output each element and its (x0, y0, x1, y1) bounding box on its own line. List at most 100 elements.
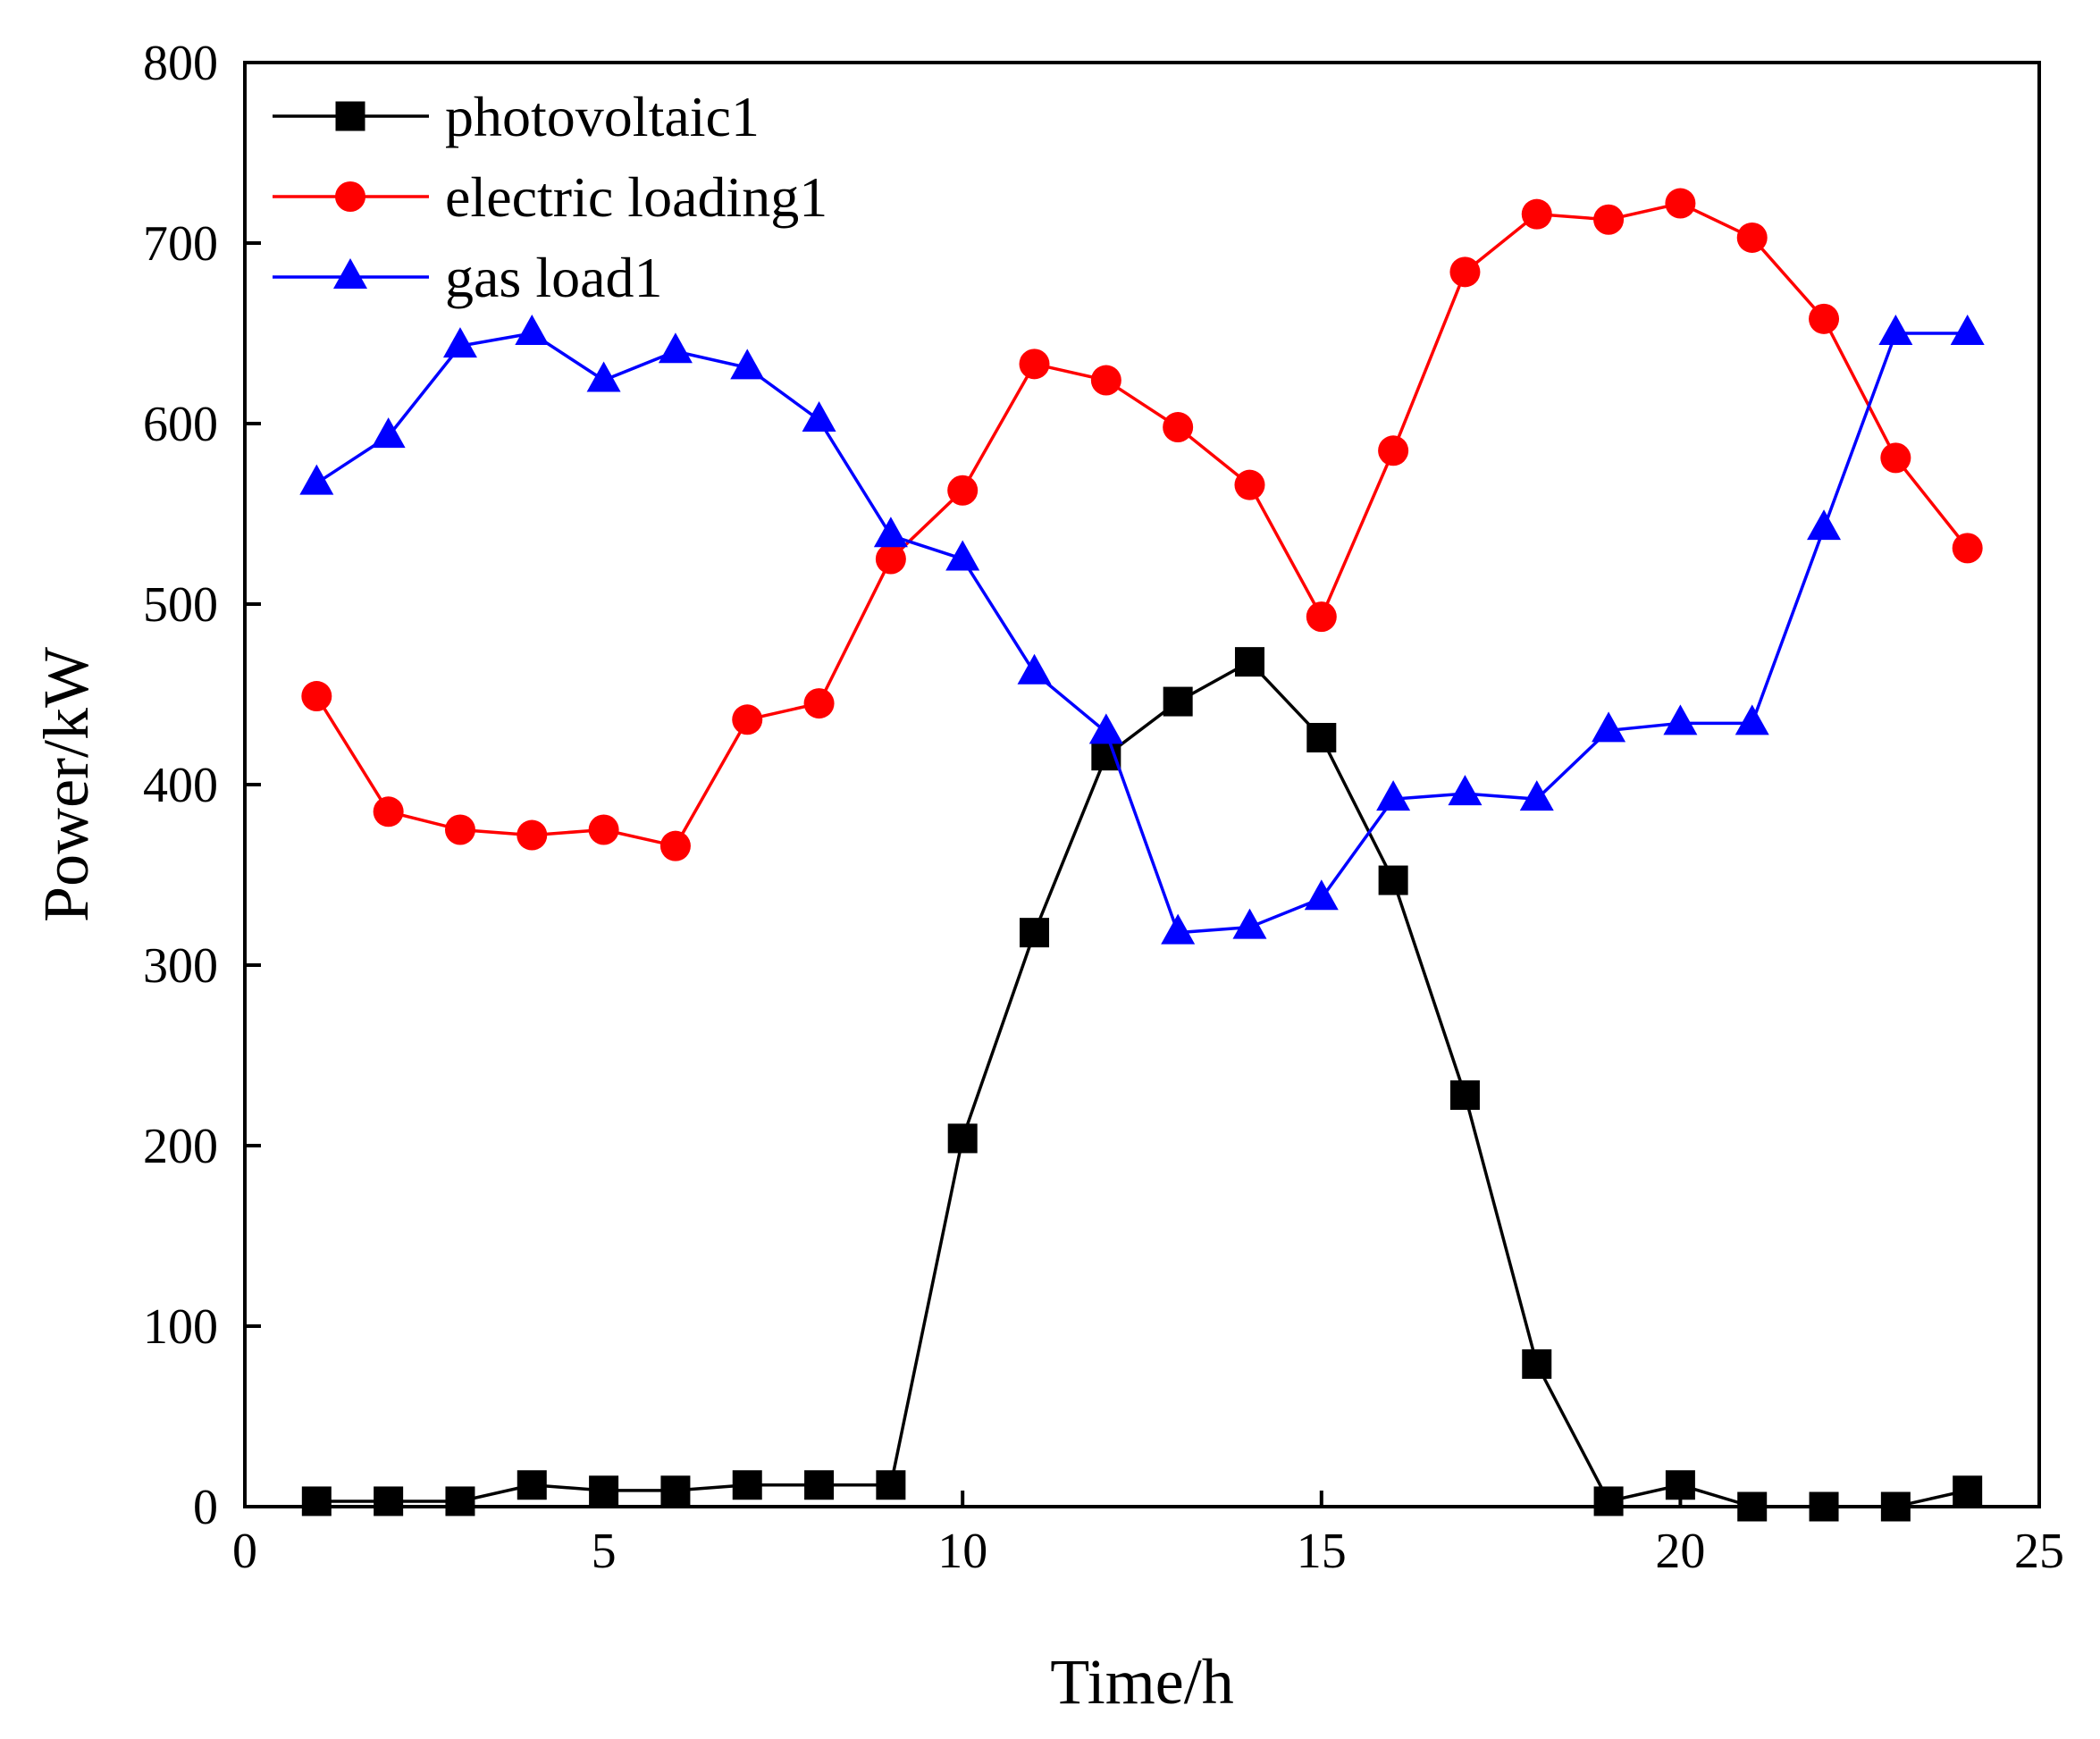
series-gas-load1 (299, 315, 1985, 945)
x-tick-label: 5 (592, 1524, 617, 1579)
data-point-photovoltaic1 (1522, 1348, 1552, 1379)
y-tick-label: 500 (143, 577, 218, 633)
data-point-photovoltaic1 (1378, 865, 1408, 895)
data-point-photovoltaic1 (804, 1470, 835, 1500)
data-point-electric-loading1 (659, 830, 691, 861)
y-tick-label: 600 (143, 397, 218, 452)
x-tick-label: 20 (1655, 1524, 1705, 1579)
x-axis-title: Time/h (1050, 1646, 1233, 1718)
x-tick-label: 0 (232, 1524, 257, 1579)
data-point-photovoltaic1 (1234, 647, 1264, 677)
x-tick-label: 10 (937, 1524, 987, 1579)
data-point-electric-loading1 (1736, 222, 1768, 253)
legend-label: photovoltaic1 (445, 85, 760, 148)
legend: photovoltaic1 electric loading1 gas load1 (273, 85, 827, 309)
y-tick-label: 800 (143, 36, 218, 91)
data-point-gas-load1 (1950, 315, 1985, 345)
data-point-electric-loading1 (588, 814, 619, 845)
y-axis-title: Power/kW (30, 647, 102, 922)
series-line-photovoltaic1 (316, 659, 1969, 1508)
legend-label: electric loading1 (445, 165, 827, 229)
data-point-electric-loading1 (875, 543, 906, 575)
legend-marker (335, 181, 365, 212)
data-point-photovoltaic1 (517, 1470, 547, 1500)
data-point-photovoltaic1 (1306, 722, 1337, 752)
series-line-gas-load1 (315, 332, 1968, 935)
data-point-gas-load1 (1592, 711, 1626, 743)
data-point-photovoltaic1 (1665, 1470, 1695, 1500)
data-point-electric-loading1 (1306, 601, 1337, 633)
data-point-gas-load1 (1161, 913, 1196, 945)
data-point-electric-loading1 (1378, 435, 1409, 466)
data-point-electric-loading1 (947, 475, 979, 506)
data-point-photovoltaic1 (732, 1470, 762, 1500)
data-point-gas-load1 (945, 540, 980, 571)
x-tick-label: 25 (2014, 1524, 2064, 1579)
data-point-gas-load1 (1448, 775, 1483, 806)
y-tick-label: 200 (143, 1119, 218, 1174)
data-point-electric-loading1 (1665, 188, 1696, 219)
data-point-gas-load1 (299, 464, 334, 495)
data-point-electric-loading1 (1019, 349, 1050, 380)
data-point-gas-load1 (1304, 879, 1339, 911)
data-point-electric-loading1 (444, 814, 475, 845)
data-point-photovoltaic1 (876, 1470, 906, 1500)
data-point-gas-load1 (1519, 780, 1554, 811)
data-point-gas-load1 (730, 349, 765, 380)
data-point-photovoltaic1 (947, 1123, 978, 1154)
data-point-gas-load1 (586, 361, 621, 392)
data-point-photovoltaic1 (445, 1486, 475, 1516)
data-point-gas-load1 (1088, 713, 1123, 744)
data-point-gas-load1 (802, 400, 836, 432)
data-point-electric-loading1 (373, 796, 404, 827)
legend-marker (333, 258, 367, 289)
x-tick-label: 15 (1297, 1524, 1347, 1579)
data-point-electric-loading1 (1809, 303, 1840, 334)
data-point-electric-loading1 (1090, 365, 1121, 396)
data-point-gas-load1 (873, 517, 908, 548)
legend-marker (335, 101, 365, 131)
data-point-electric-loading1 (1593, 204, 1625, 235)
data-point-photovoltaic1 (1737, 1491, 1768, 1522)
data-point-electric-loading1 (517, 819, 548, 851)
data-point-photovoltaic1 (660, 1475, 691, 1506)
data-point-electric-loading1 (803, 688, 835, 719)
data-point-gas-load1 (1376, 780, 1411, 811)
legend-item-electric-loading1: electric loading1 (273, 165, 827, 229)
y-tick-label: 0 (193, 1480, 218, 1535)
data-point-electric-loading1 (1521, 198, 1552, 230)
legend-item-photovoltaic1: photovoltaic1 (273, 85, 760, 148)
axis-ticks: 0 5 10 15 20 25 0 100 200 300 400 500 600 700 800 (143, 36, 2064, 1579)
data-point-gas-load1 (1663, 704, 1698, 735)
data-point-electric-loading1 (301, 681, 332, 712)
data-point-photovoltaic1 (1163, 686, 1193, 717)
data-point-gas-load1 (1017, 653, 1052, 685)
data-point-photovoltaic1 (1593, 1486, 1624, 1516)
series-electric-loading1 (301, 188, 1983, 861)
data-point-gas-load1 (442, 327, 477, 358)
data-point-electric-loading1 (1952, 533, 1983, 564)
data-point-photovoltaic1 (589, 1475, 619, 1506)
data-point-photovoltaic1 (1880, 1491, 1911, 1522)
data-point-gas-load1 (1735, 704, 1769, 735)
data-point-gas-load1 (1807, 509, 1842, 541)
y-tick-label: 100 (143, 1299, 218, 1355)
y-tick-label: 400 (143, 758, 218, 813)
data-point-gas-load1 (1232, 908, 1267, 939)
data-point-electric-loading1 (1880, 442, 1911, 474)
legend-item-gas-load1: gas load1 (273, 246, 663, 309)
data-point-gas-load1 (658, 332, 693, 364)
data-point-photovoltaic1 (1449, 1080, 1480, 1110)
data-point-photovoltaic1 (1020, 918, 1050, 948)
series-layer (299, 188, 1985, 1522)
legend-label: gas load1 (445, 246, 663, 309)
series-photovoltaic1 (301, 647, 1983, 1522)
y-tick-label: 300 (143, 938, 218, 994)
data-point-electric-loading1 (732, 704, 763, 735)
data-point-photovoltaic1 (374, 1486, 404, 1516)
data-point-gas-load1 (515, 315, 550, 345)
data-point-photovoltaic1 (1809, 1491, 1839, 1522)
data-point-photovoltaic1 (1953, 1475, 1983, 1506)
data-point-electric-loading1 (1449, 256, 1481, 288)
